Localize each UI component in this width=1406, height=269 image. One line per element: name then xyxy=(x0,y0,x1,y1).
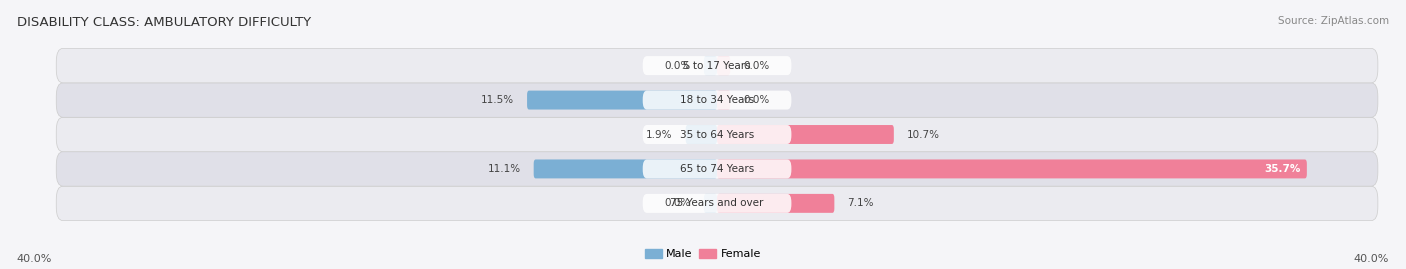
Text: 40.0%: 40.0% xyxy=(1354,254,1389,264)
Text: 5 to 17 Years: 5 to 17 Years xyxy=(683,61,751,71)
FancyBboxPatch shape xyxy=(643,56,792,75)
FancyBboxPatch shape xyxy=(717,160,1306,178)
Text: 35.7%: 35.7% xyxy=(1264,164,1301,174)
Text: 11.5%: 11.5% xyxy=(481,95,513,105)
FancyBboxPatch shape xyxy=(56,152,1378,186)
FancyBboxPatch shape xyxy=(686,125,717,144)
Text: 40.0%: 40.0% xyxy=(17,254,52,264)
Text: 10.7%: 10.7% xyxy=(907,129,941,140)
Text: 18 to 34 Years: 18 to 34 Years xyxy=(681,95,754,105)
FancyBboxPatch shape xyxy=(56,117,1378,152)
FancyBboxPatch shape xyxy=(643,125,792,144)
Text: 65 to 74 Years: 65 to 74 Years xyxy=(681,164,754,174)
Text: 0.0%: 0.0% xyxy=(744,95,769,105)
Text: Source: ZipAtlas.com: Source: ZipAtlas.com xyxy=(1278,16,1389,26)
FancyBboxPatch shape xyxy=(643,194,792,213)
FancyBboxPatch shape xyxy=(534,160,717,178)
Text: 35 to 64 Years: 35 to 64 Years xyxy=(681,129,754,140)
FancyBboxPatch shape xyxy=(56,48,1378,83)
FancyBboxPatch shape xyxy=(717,125,894,144)
Text: 75 Years and over: 75 Years and over xyxy=(671,198,763,208)
FancyBboxPatch shape xyxy=(527,91,717,109)
FancyBboxPatch shape xyxy=(717,194,834,213)
Text: DISABILITY CLASS: AMBULATORY DIFFICULTY: DISABILITY CLASS: AMBULATORY DIFFICULTY xyxy=(17,16,311,29)
Text: 11.1%: 11.1% xyxy=(488,164,520,174)
Legend: Male, Female: Male, Female xyxy=(641,244,765,263)
Text: 0.0%: 0.0% xyxy=(665,61,690,71)
Text: 1.9%: 1.9% xyxy=(645,129,672,140)
FancyBboxPatch shape xyxy=(643,91,792,109)
FancyBboxPatch shape xyxy=(704,56,717,75)
FancyBboxPatch shape xyxy=(56,83,1378,117)
Text: 0.0%: 0.0% xyxy=(744,61,769,71)
Text: 7.1%: 7.1% xyxy=(848,198,875,208)
Text: 0.0%: 0.0% xyxy=(665,198,690,208)
FancyBboxPatch shape xyxy=(56,186,1378,221)
FancyBboxPatch shape xyxy=(717,56,730,75)
FancyBboxPatch shape xyxy=(717,91,730,109)
FancyBboxPatch shape xyxy=(643,160,792,178)
FancyBboxPatch shape xyxy=(704,194,717,213)
